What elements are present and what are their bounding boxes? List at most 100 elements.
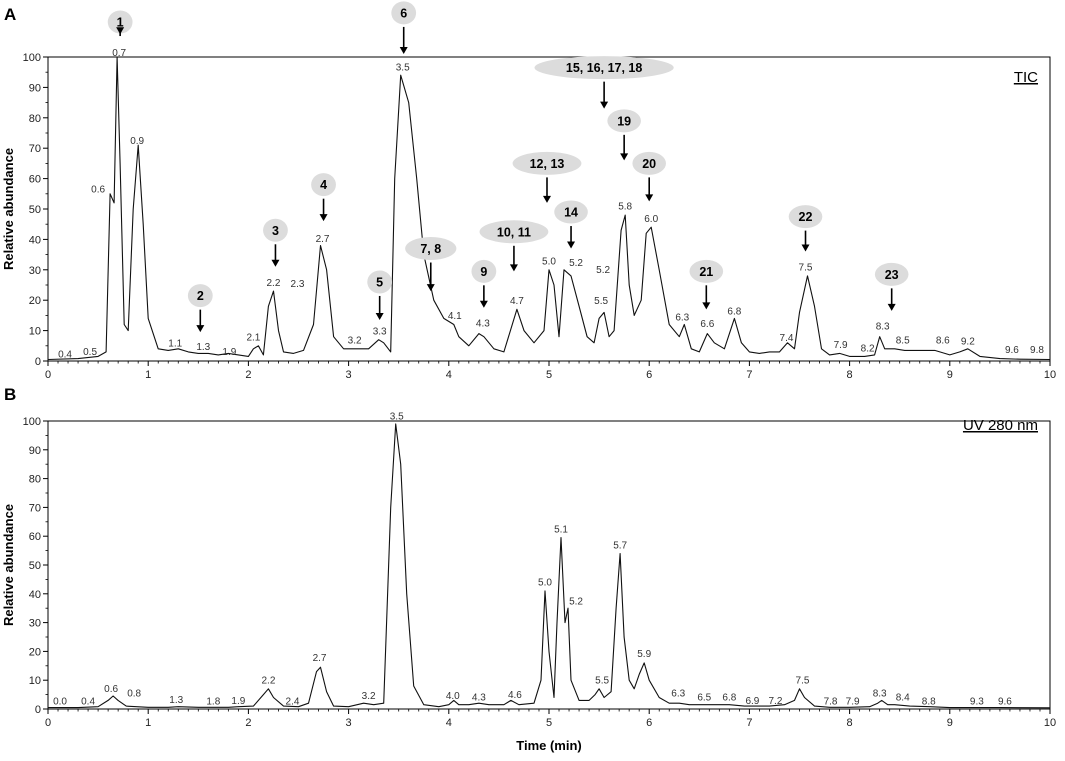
peak-label: 5.2 — [569, 258, 583, 269]
peak-label: 8.6 — [936, 336, 950, 347]
x-tick-label: 3 — [346, 369, 352, 381]
y-tick-label: 100 — [23, 416, 41, 428]
peak-label: 0.4 — [81, 697, 95, 708]
peak-label: 2.4 — [286, 697, 300, 708]
peak-id-bubble — [788, 205, 823, 229]
y-tick-label: 70 — [29, 143, 41, 155]
peak-label: 7.5 — [796, 676, 810, 687]
y-tick-label: 100 — [23, 52, 41, 64]
y-tick-label: 80 — [29, 113, 41, 125]
peak-id-label: 20 — [642, 157, 656, 171]
peak-id-label: 1 — [117, 16, 124, 30]
x-tick-label: 8 — [847, 717, 853, 729]
peak-label: 5.7 — [613, 540, 627, 551]
x-tick-label: 5 — [546, 717, 552, 729]
peak-label: 1.8 — [206, 697, 220, 708]
x-tick-label: 3 — [346, 717, 352, 729]
peak-label: 3.2 — [362, 691, 376, 702]
peak-label: 3.2 — [348, 335, 362, 346]
peak-id-arrow-head — [509, 264, 518, 272]
y-tick-label: 70 — [29, 502, 41, 514]
peak-id-label: 2 — [197, 289, 204, 303]
peak-label: 2.2 — [261, 676, 275, 687]
peak-label: 6.5 — [697, 693, 711, 704]
peak-label: 5.2 — [596, 265, 610, 276]
x-tick-label: 10 — [1044, 717, 1056, 729]
x-tick-label: 6 — [646, 717, 652, 729]
peak-id-label: 3 — [272, 224, 279, 238]
x-tick-label: 0 — [45, 369, 51, 381]
peak-label: 5.5 — [595, 676, 609, 687]
peak-label: 9.3 — [970, 697, 984, 708]
peak-label: 6.3 — [671, 688, 685, 699]
peak-id-arrow-head — [600, 101, 609, 109]
peak-id-arrow-head — [567, 241, 576, 249]
y-tick-label: 40 — [29, 234, 41, 246]
x-tick-label: 7 — [746, 717, 752, 729]
peak-label: 9.6 — [998, 697, 1012, 708]
x-tick-label: 9 — [947, 717, 953, 729]
panel-letter: A — [4, 5, 16, 24]
y-tick-label: 50 — [29, 560, 41, 572]
peak-label: 2.7 — [313, 653, 327, 664]
peak-label: 7.8 — [824, 697, 838, 708]
peak-label: 9.2 — [961, 337, 975, 348]
peak-label: 0.6 — [104, 684, 118, 695]
panel-a: A0 1 2 3 4 5 6 7 8 9 100102030405060708090100Relat… — [1, 1, 1056, 381]
y-tick-label: 90 — [29, 445, 41, 457]
peak-id-arrow-head — [116, 27, 125, 35]
peak-label: 6.6 — [700, 319, 714, 330]
peak-label: 7.4 — [780, 333, 794, 344]
y-tick-label: 90 — [29, 82, 41, 94]
peak-id-arrow-head — [479, 300, 488, 308]
peak-label: 7.9 — [834, 340, 848, 351]
peak-id-label: 15, 16, 17, 18 — [566, 61, 643, 75]
peak-label: 5.5 — [594, 296, 608, 307]
peak-id-arrow-head — [319, 214, 328, 222]
peak-id-label: 4 — [320, 178, 327, 192]
panel-b: B0 1 2 3 4 5 6 7 8 9 100102030405060708090100Relat… — [1, 385, 1056, 753]
peak-label: 8.4 — [896, 693, 910, 704]
peak-label: 0.6 — [91, 184, 105, 195]
peak-label: 6.8 — [722, 693, 736, 704]
peak-id-arrow-head — [645, 194, 654, 202]
peak-label: 6.0 — [644, 214, 658, 225]
peak-label: 5.0 — [538, 578, 552, 589]
peak-id-bubble — [263, 218, 288, 242]
peak-label: 4.0 — [446, 691, 460, 702]
y-tick-label: 20 — [29, 295, 41, 307]
peak-id-bubble — [689, 259, 724, 283]
peak-label: 1.3 — [169, 695, 183, 706]
peak-label: 8.5 — [896, 336, 910, 347]
peak-label: 1.9 — [222, 347, 236, 358]
y-tick-label: 40 — [29, 589, 41, 601]
y-tick-label: 80 — [29, 474, 41, 486]
x-axis-title: Time (min) — [516, 738, 582, 753]
peak-id-label: 5 — [376, 275, 383, 289]
peak-label: 3.3 — [373, 327, 387, 338]
peak-label: 7.5 — [799, 263, 813, 274]
x-tick-label: 10 — [1044, 369, 1056, 381]
x-tick-label: 2 — [245, 369, 251, 381]
peak-label: 4.3 — [476, 319, 490, 330]
peak-id-bubble — [874, 262, 909, 286]
plot-frame — [47, 56, 1051, 362]
peak-label: 9.8 — [1030, 345, 1044, 356]
peak-label: 2.3 — [291, 279, 305, 290]
peak-label: 5.9 — [637, 649, 651, 660]
trace-title: TIC — [1014, 69, 1038, 86]
peak-id-label: 19 — [617, 114, 631, 128]
peak-id-arrow-head — [196, 325, 205, 333]
x-tick-label: 5 — [546, 369, 552, 381]
peak-label: 3.5 — [396, 62, 410, 73]
y-tick-label: 30 — [29, 618, 41, 630]
peak-id-bubble — [479, 220, 549, 244]
peak-id-arrow-head — [542, 195, 551, 203]
panel-letter: B — [4, 385, 16, 404]
peak-label: 6.8 — [727, 306, 741, 317]
x-tick-label: 2 — [245, 717, 251, 729]
peak-id-bubble — [632, 151, 666, 175]
y-axis-title: Relative abundance — [1, 504, 16, 626]
peak-label: 8.8 — [922, 697, 936, 708]
